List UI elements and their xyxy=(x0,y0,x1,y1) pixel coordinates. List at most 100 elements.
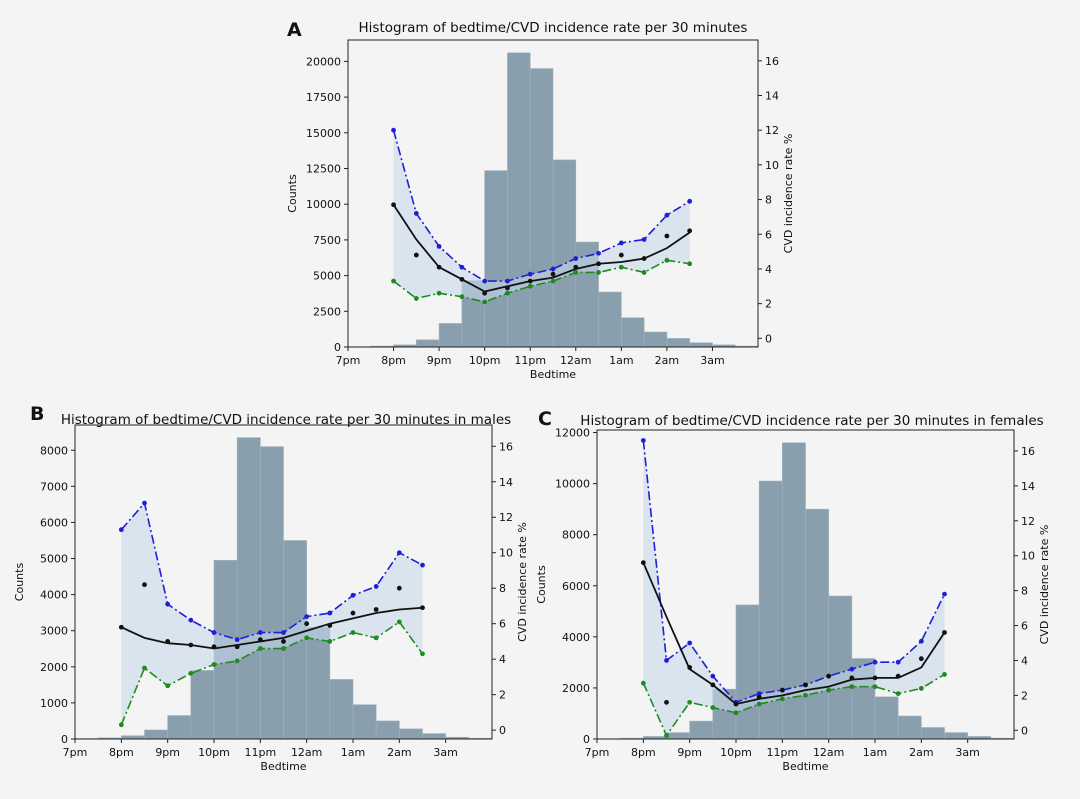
incidence-point xyxy=(803,682,808,687)
histogram-bar xyxy=(439,323,462,347)
upper-ci-point xyxy=(414,211,419,216)
lower-ci-point xyxy=(304,635,309,640)
lower-ci-point xyxy=(420,651,425,656)
lower-ci-point xyxy=(873,684,878,689)
y-tick-label: 2000 xyxy=(562,682,590,695)
x-axis-label: Bedtime xyxy=(782,760,828,773)
histogram-bar xyxy=(690,343,713,347)
upper-ci-point xyxy=(551,267,556,272)
x-tick-label: 8pm xyxy=(631,746,656,759)
upper-ci-point xyxy=(374,584,379,589)
y-tick-label: 6000 xyxy=(562,580,590,593)
y2-tick-label: 14 xyxy=(765,90,779,103)
incidence-point xyxy=(188,643,193,648)
chart-title: Histogram of bedtime/CVD incidence rate … xyxy=(359,20,748,36)
y2-tick-label: 12 xyxy=(499,511,513,524)
upper-ci-point xyxy=(596,251,601,256)
lower-ci-point xyxy=(734,710,739,715)
upper-ci-point xyxy=(687,641,692,646)
histogram-bar xyxy=(875,697,898,739)
histogram-bar xyxy=(423,734,446,739)
incidence-point xyxy=(327,623,332,628)
upper-ci-point xyxy=(391,128,396,133)
y-tick-label: 3000 xyxy=(40,625,68,638)
incidence-point xyxy=(942,630,947,635)
y2-tick-label: 10 xyxy=(1021,550,1035,563)
y-axis-label: Counts xyxy=(286,174,299,213)
x-tick-label: 9pm xyxy=(677,746,702,759)
y-tick-label: 2000 xyxy=(40,661,68,674)
histogram-bar xyxy=(237,438,260,739)
lower-ci-point xyxy=(641,681,646,686)
lower-ci-point xyxy=(942,672,947,677)
lower-ci-point xyxy=(391,279,396,284)
x-tick-label: 7pm xyxy=(63,746,88,759)
y2-tick-label: 4 xyxy=(765,263,772,276)
upper-ci-point xyxy=(459,265,464,270)
incidence-point xyxy=(142,582,147,587)
y2-tick-label: 6 xyxy=(765,228,772,241)
y-tick-label: 8000 xyxy=(40,444,68,457)
x-tick-label: 1am xyxy=(609,354,633,367)
x-tick-label: 11pm xyxy=(766,746,798,759)
lower-ci-point xyxy=(397,620,402,625)
x-tick-label: 2am xyxy=(387,746,411,759)
chart-title: Histogram of bedtime/CVD incidence rate … xyxy=(580,413,1043,429)
y-tick-label: 1000 xyxy=(40,697,68,710)
lower-ci-point xyxy=(482,300,487,305)
lower-ci-point xyxy=(826,688,831,693)
x-axis-label: Bedtime xyxy=(260,760,306,773)
y2-tick-label: 0 xyxy=(1021,724,1028,737)
upper-ci-point xyxy=(142,501,147,506)
histogram-bar xyxy=(644,332,667,347)
upper-ci-point xyxy=(664,213,669,218)
upper-ci-point xyxy=(849,667,854,672)
histogram-bar xyxy=(191,670,214,739)
upper-ci-point xyxy=(327,611,332,616)
y-tick-label: 7500 xyxy=(313,234,341,247)
upper-ci-point xyxy=(687,199,692,204)
y2-tick-label: 10 xyxy=(765,159,779,172)
lower-ci-point xyxy=(351,630,356,635)
incidence-point xyxy=(664,234,669,239)
upper-ci-point xyxy=(528,272,533,277)
x-tick-label: 10pm xyxy=(198,746,230,759)
y2-tick-label: 16 xyxy=(1021,445,1035,458)
histogram-bar xyxy=(530,69,553,347)
lower-ci-point xyxy=(459,294,464,299)
x-tick-label: 1am xyxy=(863,746,887,759)
histogram-bar xyxy=(806,509,829,739)
y-tick-label: 6000 xyxy=(40,516,68,529)
incidence-point xyxy=(212,644,217,649)
incidence-point xyxy=(849,675,854,680)
histogram-bar xyxy=(260,447,283,739)
incidence-point xyxy=(351,611,356,616)
y2-tick-label: 12 xyxy=(765,124,779,137)
y2-tick-label: 12 xyxy=(1021,515,1035,528)
upper-ci-point xyxy=(641,438,646,443)
x-tick-label: 7pm xyxy=(585,746,610,759)
lower-ci-point xyxy=(896,691,901,696)
histogram-bar xyxy=(168,716,191,739)
lower-ci-point xyxy=(757,702,762,707)
upper-ci-point xyxy=(165,602,170,607)
histogram-bar xyxy=(898,716,921,739)
y-tick-label: 0 xyxy=(334,341,341,354)
y2-tick-label: 16 xyxy=(765,55,779,68)
lower-ci-point xyxy=(212,662,217,667)
lower-ci-point xyxy=(258,646,263,651)
histogram-bar xyxy=(599,292,622,347)
incidence-point xyxy=(165,639,170,644)
lower-ci-point xyxy=(505,291,510,296)
x-tick-label: 11pm xyxy=(514,354,546,367)
lower-ci-point xyxy=(528,284,533,289)
lower-ci-point xyxy=(165,683,170,688)
incidence-point xyxy=(619,253,624,258)
y-tick-label: 0 xyxy=(61,733,68,746)
incidence-point xyxy=(573,265,578,270)
incidence-point xyxy=(420,605,425,610)
upper-ci-point xyxy=(919,639,924,644)
upper-ci-point xyxy=(420,563,425,568)
y-tick-label: 12500 xyxy=(306,163,341,176)
